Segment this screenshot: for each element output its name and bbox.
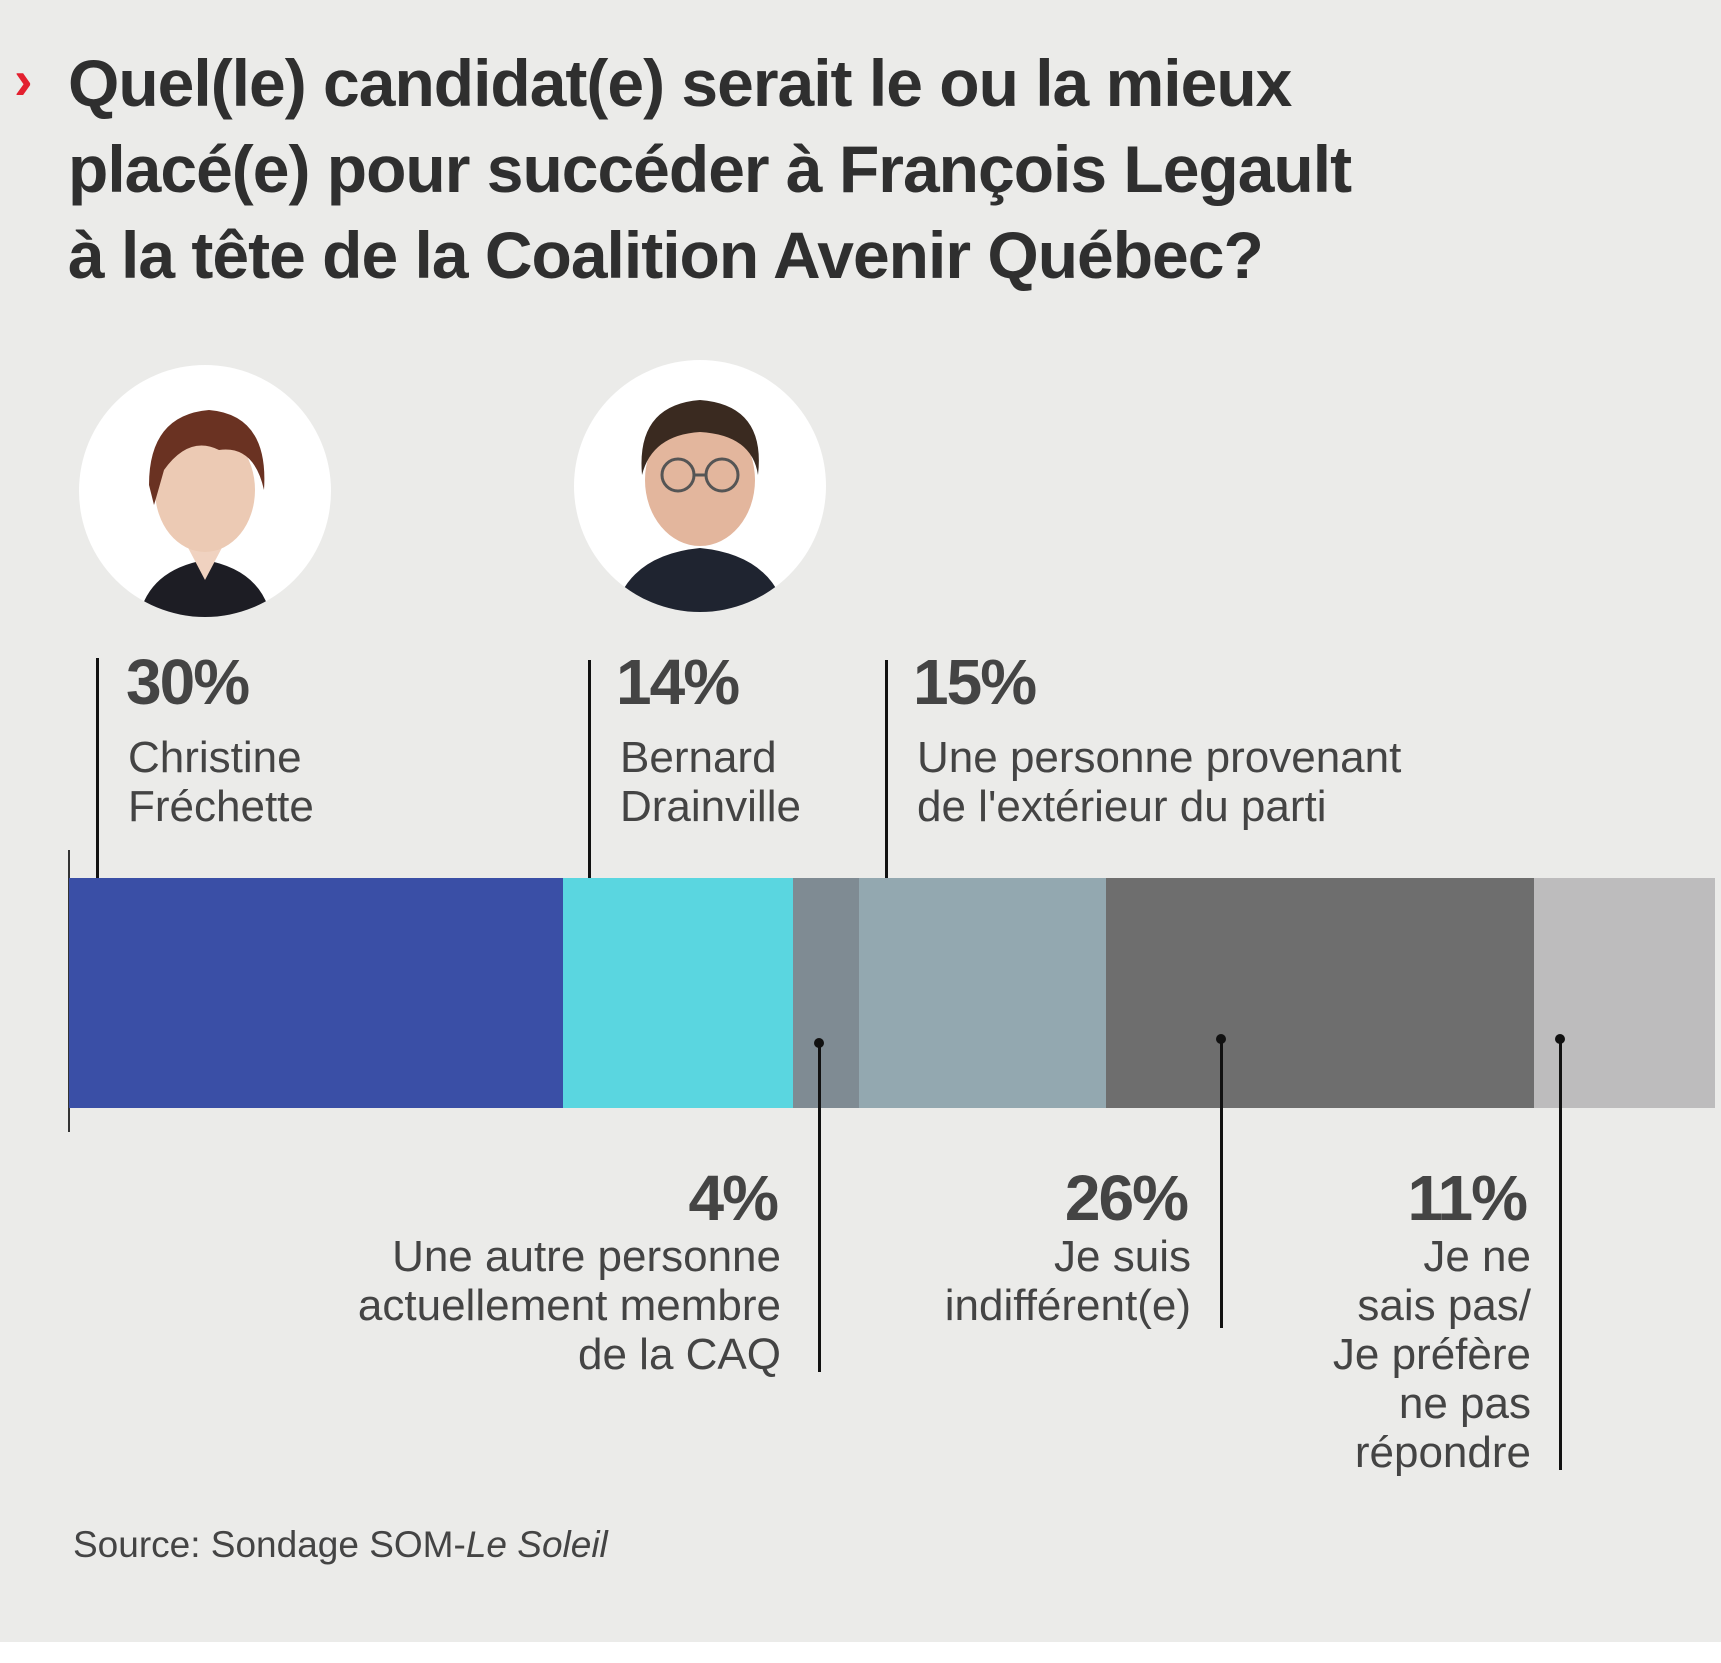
label-line: Je préfère: [1332, 1330, 1531, 1379]
leader-line: [588, 660, 591, 943]
chevron-right-icon: ›: [14, 48, 33, 111]
category-label: Christine Fréchette: [128, 733, 314, 831]
category-label: Bernard Drainville: [620, 733, 801, 831]
label-line: Christine: [128, 733, 302, 782]
title-line: placé(e) pour succéder à François Legaul…: [68, 132, 1352, 206]
source-note: Source: Sondage SOM-Le Soleil: [73, 1524, 608, 1566]
value-label: 30%: [126, 646, 250, 718]
leader-line: [1559, 1038, 1562, 1470]
label-line: Une autre personne: [392, 1232, 781, 1281]
stacked-bar: [69, 878, 1716, 1108]
leader-line: [96, 658, 99, 943]
source-publication: Le Soleil: [465, 1524, 608, 1565]
category-label: Je ne sais pas/ Je préfère ne pas répond…: [1333, 1232, 1531, 1477]
label-line: Je ne: [1423, 1232, 1531, 1281]
label-line: actuellement membre: [357, 1281, 781, 1330]
title-line: à la tête de la Coalition Avenir Québec?: [68, 218, 1264, 292]
value-label: 11%: [1407, 1162, 1528, 1234]
bar-segment: [793, 878, 860, 1108]
label-line: indifférent(e): [944, 1281, 1191, 1330]
label-line: Bernard: [620, 733, 777, 782]
photo-bernard-drainville: [574, 360, 826, 612]
label-line: Une personne provenant: [917, 733, 1402, 782]
bar-segment: [1533, 878, 1716, 1108]
value-label: 4%: [688, 1162, 779, 1234]
label-line: répondre: [1354, 1428, 1531, 1477]
leader-line: [818, 1042, 821, 1372]
label-line: sais pas/: [1357, 1281, 1531, 1330]
leader-dot: [1216, 1034, 1226, 1044]
title-line: Quel(le) candidat(e) serait le ou la mie…: [68, 46, 1292, 120]
category-label: Une personne provenant de l'extérieur du…: [917, 733, 1401, 831]
leader-line: [1220, 1038, 1223, 1328]
value-label: 26%: [1064, 1162, 1189, 1234]
leader-dot: [814, 1038, 824, 1048]
label-line: Fréchette: [128, 782, 314, 831]
bar-segment: [562, 878, 794, 1108]
value-label: 14%: [616, 646, 740, 718]
bar-segment: [69, 878, 564, 1108]
label-line: de la CAQ: [578, 1330, 781, 1379]
category-label: Une autre personne actuellement membre d…: [358, 1232, 781, 1379]
chart-title: Quel(le) candidat(e) serait le ou la mie…: [68, 40, 1688, 298]
leader-dot: [1555, 1034, 1565, 1044]
label-line: de l'extérieur du parti: [917, 782, 1327, 831]
label-line: ne pas: [1398, 1379, 1531, 1428]
value-label: 15%: [913, 646, 1037, 718]
label-line: Drainville: [620, 782, 801, 831]
label-line: Je suis: [1054, 1232, 1191, 1281]
category-label: Je suis indifférent(e): [945, 1232, 1191, 1330]
bar-segment: [859, 878, 1107, 1108]
bar-segment: [1105, 878, 1535, 1108]
leader-line: [885, 660, 888, 943]
photo-christine-frechette: [79, 365, 331, 617]
footer-band: [0, 1642, 1721, 1663]
source-prefix: Source: Sondage SOM-: [73, 1524, 466, 1565]
